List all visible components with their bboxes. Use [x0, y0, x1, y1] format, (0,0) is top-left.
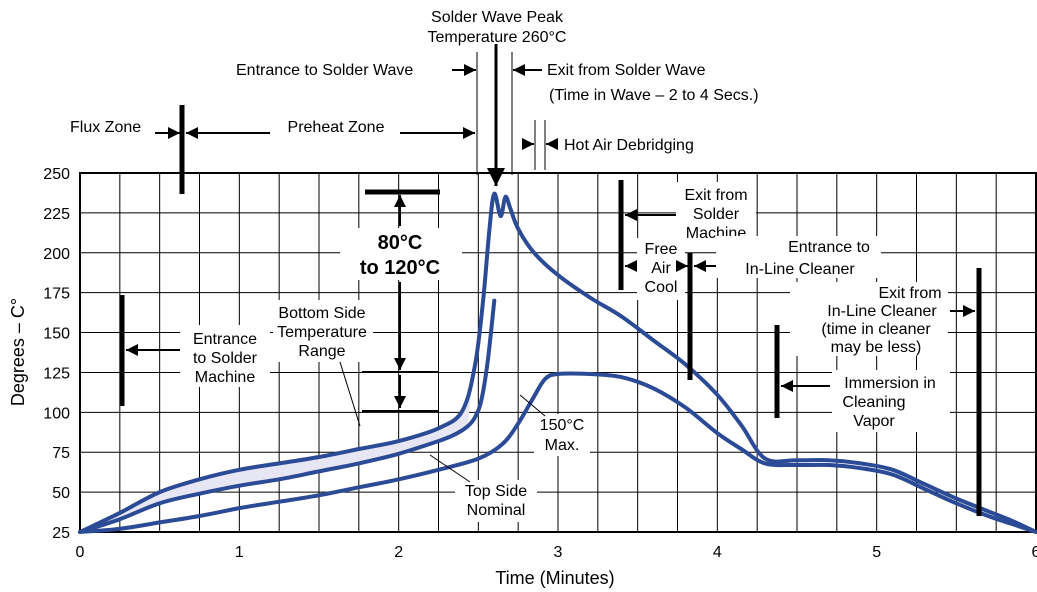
- series-top-nominal-line: [78, 371, 1037, 534]
- top-nominal-line1: Top Side: [465, 483, 527, 500]
- series: [78, 191, 1037, 534]
- exit-cleaner-line2: In-Line Cleaner: [827, 303, 937, 320]
- bottom-range-bg: [273, 300, 373, 362]
- time-in-wave-label: (Time in Wave – 2 to 4 Secs.): [549, 87, 759, 104]
- entrance-cleaner-bg: [716, 236, 881, 278]
- top-nominal-leader: [429, 454, 471, 483]
- immersion-line2: Cleaning: [842, 394, 905, 411]
- top-nominal-bg: [455, 480, 537, 522]
- y-tick-label: 25: [52, 525, 70, 542]
- y-tick-label: 125: [43, 365, 70, 382]
- entrance-machine-line1: Entrance: [193, 331, 257, 348]
- free-air-line2: Air: [651, 260, 671, 277]
- y-tick-label: 150: [43, 326, 70, 343]
- top-nominal-line2: Nominal: [467, 502, 526, 519]
- range-label-bg: [340, 228, 462, 280]
- y-tick-label: 250: [43, 166, 70, 183]
- entrance-cleaner-line2: In-Line Cleaner: [745, 261, 855, 278]
- range-label-line2: to 120°C: [360, 257, 440, 279]
- x-tick-label: 5: [872, 544, 881, 561]
- max-label-line1: 150°C: [540, 417, 585, 434]
- y-tick-label: 175: [43, 286, 70, 303]
- series-bottom-lower-line: [78, 298, 497, 534]
- x-axis-title: Time (Minutes): [495, 568, 614, 588]
- exit-cleaner-line4: may be less): [831, 339, 922, 356]
- exit-cleaner-bg: [790, 282, 948, 356]
- x-tick-label: 2: [394, 544, 403, 561]
- x-tick-label: 1: [235, 544, 244, 561]
- y-tick-label: 75: [52, 445, 70, 462]
- max-label-bg: [534, 414, 590, 456]
- peak-temperature-label: Temperature 260°C: [428, 29, 567, 46]
- x-tick-label: 3: [554, 544, 563, 561]
- plot-annotations: 80°C to 120°C Entrance to Solder Machine…: [119, 180, 982, 522]
- exit-wave-label: Exit from Solder Wave: [547, 62, 706, 79]
- entrance-machine-line2: to Solder: [193, 350, 258, 367]
- free-air-line3: Cool: [645, 279, 678, 296]
- entrance-cleaner-line1: Entrance to: [788, 239, 870, 256]
- x-tick-label: 0: [76, 544, 85, 561]
- exit-machine-line1: Exit from: [684, 187, 747, 204]
- y-tick-label: 200: [43, 246, 70, 263]
- exit-machine-line2: Solder: [693, 206, 740, 223]
- solder-wave-peak-label: Solder Wave Peak: [431, 9, 564, 26]
- tick-labels: 0 1 2 3 4 5 6 25 50 75 100 125 150 175 200 225 250: [43, 166, 1037, 561]
- plot-frame: [79, 172, 1037, 533]
- top-annotations: Solder Wave Peak Temperature 260°C Entra…: [70, 9, 759, 194]
- x-tick-label: 4: [713, 544, 722, 561]
- bottom-range-line3: Range: [298, 343, 345, 360]
- preheat-zone-label: Preheat Zone: [288, 119, 385, 136]
- bottom-side-range-band: [80, 364, 476, 532]
- flux-zone-label: Flux Zone: [70, 119, 141, 136]
- entrance-wave-label: Entrance to Solder Wave: [236, 62, 413, 79]
- entrance-machine-bg: [180, 325, 270, 387]
- bottom-range-leader: [339, 361, 361, 427]
- series-bottom-upper-line: [78, 191, 1037, 534]
- exit-machine-bg: [676, 182, 756, 244]
- bottom-range-line1: Bottom Side: [278, 305, 365, 322]
- max-label-line2: Max.: [545, 437, 580, 454]
- immersion-bg: [832, 370, 950, 432]
- y-tick-label: 50: [52, 485, 70, 502]
- y-axis-title: Degrees – C°: [8, 298, 28, 406]
- y-tick-label: 100: [43, 405, 70, 422]
- exit-cleaner-line1: Exit from: [878, 285, 941, 302]
- immersion-line1: Immersion in: [844, 375, 936, 392]
- max-leader: [519, 394, 546, 417]
- hot-air-debridging-label: Hot Air Debridging: [564, 137, 694, 154]
- y-tick-label: 225: [43, 206, 70, 223]
- entrance-machine-line3: Machine: [195, 369, 256, 386]
- free-air-line1: Free: [645, 241, 678, 258]
- bottom-range-line2: Temperature: [277, 324, 367, 341]
- x-tick-label: 6: [1032, 544, 1037, 561]
- immersion-line3: Vapor: [853, 413, 895, 430]
- range-label-line1: 80°C: [378, 232, 423, 254]
- exit-cleaner-line3: (time in cleaner: [821, 321, 931, 338]
